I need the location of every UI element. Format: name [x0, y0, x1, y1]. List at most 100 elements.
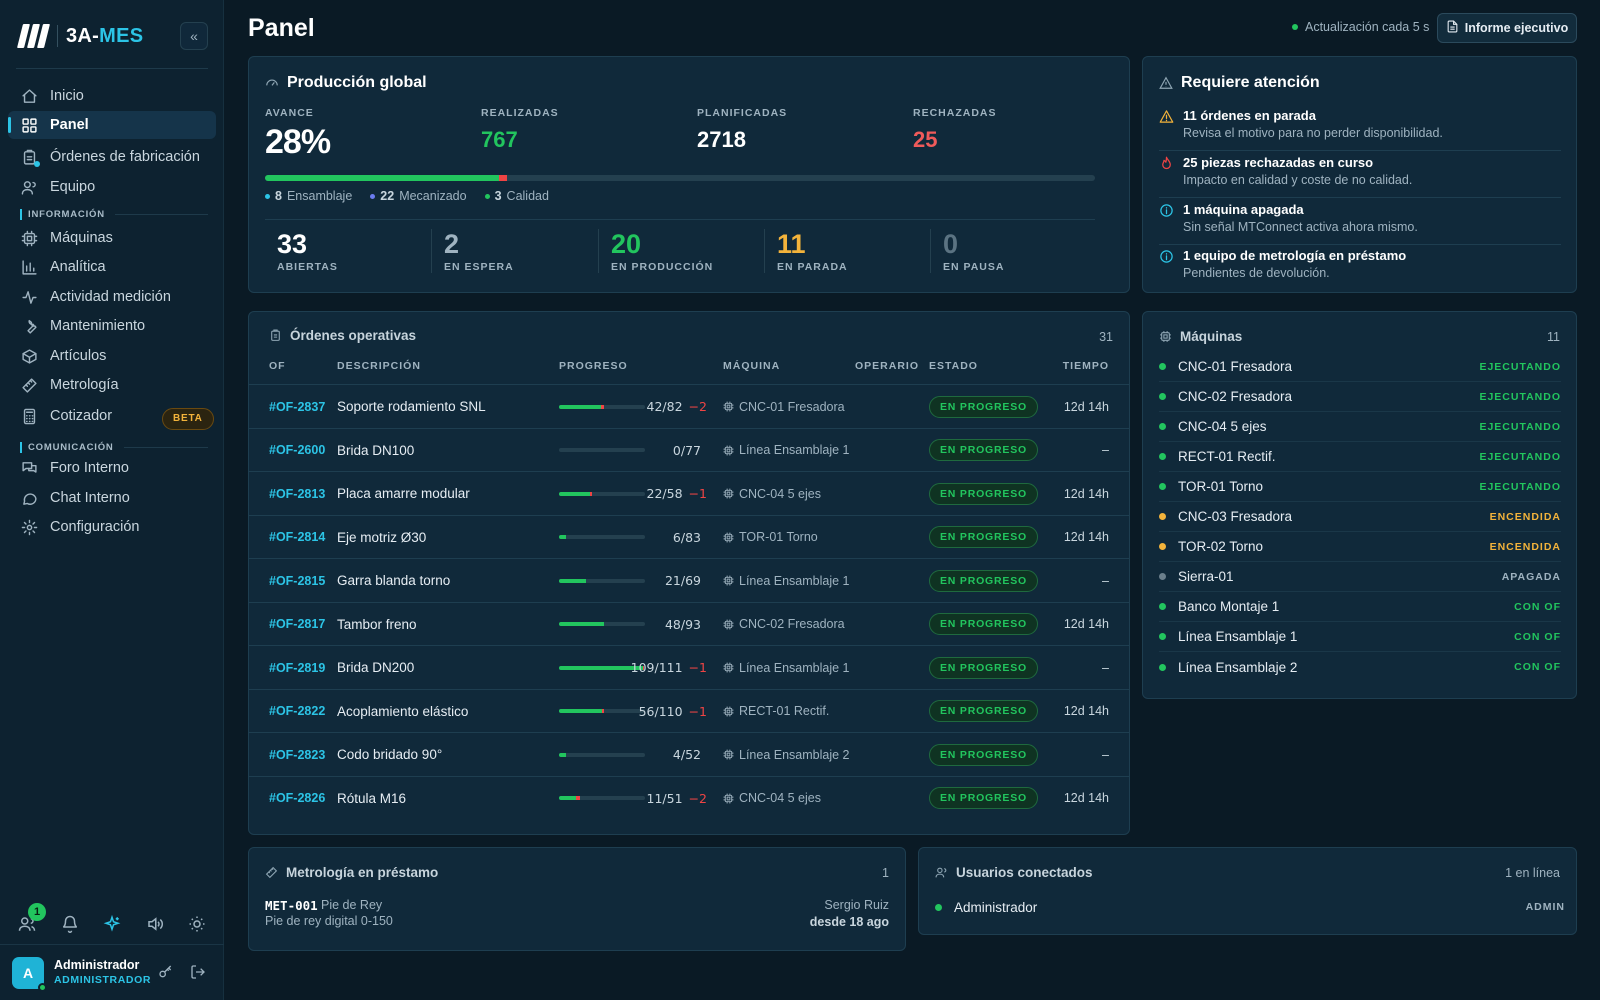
order-machine-name: Línea Ensamblaje 1: [739, 443, 850, 457]
sidebar-item-foro-interno[interactable]: Foro Interno: [8, 454, 216, 482]
attention-item[interactable]: 1 equipo de metrología en préstamo Pendie…: [1159, 247, 1561, 293]
machine-row[interactable]: CNC-03 Fresadora ENCENDIDA: [1159, 502, 1561, 532]
legend-count: 22: [380, 189, 395, 203]
app-logo[interactable]: 3A-MES: [17, 22, 143, 50]
stat-en-pausa[interactable]: 0 EN PAUSA: [930, 229, 1004, 273]
status-badge: EN PROGRESO: [929, 395, 1038, 418]
cpu-icon: [723, 488, 734, 499]
machine-row[interactable]: CNC-04 5 ejes EJECUTANDO: [1159, 412, 1561, 442]
col-operario[interactable]: OPERARIO: [855, 360, 920, 372]
users-title-text: Usuarios conectados: [956, 865, 1093, 880]
sparkles-icon[interactable]: [101, 913, 123, 935]
bell-icon[interactable]: [59, 913, 81, 935]
order-id[interactable]: #OF-2813: [269, 486, 326, 501]
logout-icon[interactable]: [190, 964, 206, 983]
online-users-icon[interactable]: 1: [16, 903, 46, 935]
sidebar-item-articulos[interactable]: Artículos: [8, 342, 216, 370]
order-description: Brida DN200: [337, 660, 415, 675]
sidebar-item-cotizador[interactable]: Cotizador BETA: [8, 402, 216, 430]
order-machine-name: RECT-01 Rectif.: [739, 704, 830, 718]
machine-row[interactable]: TOR-02 Torno ENCENDIDA: [1159, 532, 1561, 562]
order-quantity: 4/52: [623, 733, 701, 776]
chevrons-left-icon: «: [190, 28, 198, 44]
order-progress-done: [559, 491, 590, 496]
col-of[interactable]: OF: [269, 360, 286, 372]
machine-row[interactable]: Línea Ensamblaje 1 CON OF: [1159, 622, 1561, 652]
speaker-icon[interactable]: [144, 913, 166, 935]
table-row[interactable]: #OF-2815 Garra blanda torno 21/69 Línea …: [249, 558, 1129, 601]
attention-item[interactable]: 11 órdenes en parada Revisa el motivo par…: [1159, 107, 1561, 153]
stat-value: 33: [277, 229, 308, 259]
executive-report-button[interactable]: Informe ejecutivo: [1437, 13, 1577, 43]
current-user[interactable]: A Administrador ADMINISTRADOR: [12, 956, 212, 992]
table-row[interactable]: #OF-2819 Brida DN200 109/111 −1 Línea Ens…: [249, 645, 1129, 688]
collapse-sidebar-button[interactable]: «: [180, 22, 208, 50]
table-row[interactable]: #OF-2837 Soporte rodamiento SNL 42/82 −2 …: [249, 384, 1129, 427]
sidebar-item-equipo[interactable]: Equipo: [8, 173, 216, 201]
sidebar-item-actividad-medicion[interactable]: Actividad medición: [8, 283, 216, 311]
machine-row[interactable]: RECT-01 Rectif. EJECUTANDO: [1159, 442, 1561, 472]
sidebar-item-maquinas[interactable]: Máquinas: [8, 224, 216, 252]
machine-row[interactable]: Línea Ensamblaje 2 CON OF: [1159, 652, 1561, 682]
stat-en-parada[interactable]: 11 EN PARADA: [764, 229, 848, 273]
kpi-planificadas-value: 2718: [697, 127, 746, 152]
machine-status-dot: [1159, 363, 1166, 370]
kpi-realizadas-value: 767: [481, 127, 518, 152]
stat-en-espera[interactable]: 2 EN ESPERA: [431, 229, 514, 273]
status-badge: EN PROGRESO: [929, 482, 1038, 505]
col-tiempo[interactable]: TIEMPO: [1062, 360, 1109, 372]
machine-row[interactable]: Sierra-01 APAGADA: [1159, 562, 1561, 592]
table-row[interactable]: #OF-2813 Placa amarre modular 22/58 −1 CN…: [249, 471, 1129, 514]
status-badge: EN PROGRESO: [929, 526, 1038, 548]
sun-icon[interactable]: [186, 913, 208, 935]
sidebar-item-mantenimiento[interactable]: Mantenimiento: [8, 312, 216, 340]
order-id[interactable]: #OF-2837: [269, 399, 326, 414]
cpu-icon: [1159, 330, 1172, 343]
avatar: A: [12, 957, 47, 992]
order-id[interactable]: #OF-2823: [269, 747, 326, 762]
order-time: 12d 14h: [1063, 530, 1109, 544]
machine-row[interactable]: Banco Montaje 1 CON OF: [1159, 592, 1561, 622]
key-icon[interactable]: [158, 964, 174, 983]
order-id[interactable]: #OF-2819: [269, 660, 326, 675]
order-id[interactable]: #OF-2600: [269, 443, 326, 457]
machine-row[interactable]: TOR-01 Torno EJECUTANDO: [1159, 472, 1561, 502]
order-machine: CNC-01 Fresadora: [723, 385, 845, 428]
sidebar-item-inicio[interactable]: Inicio: [8, 82, 216, 110]
sidebar-item-ordenes-de-fabricacion[interactable]: Órdenes de fabricación: [8, 143, 216, 171]
metrology-item-code[interactable]: MET-001: [265, 898, 318, 913]
col-descripcion[interactable]: DESCRIPCIÓN: [337, 360, 421, 372]
order-machine-name: Línea Ensamblaje 1: [739, 660, 850, 675]
col-maquina[interactable]: MÁQUINA: [723, 360, 781, 372]
order-id[interactable]: #OF-2826: [269, 791, 326, 805]
stat-abiertas[interactable]: 33 ABIERTAS: [265, 229, 338, 273]
machine-row[interactable]: CNC-02 Fresadora EJECUTANDO: [1159, 382, 1561, 412]
order-id[interactable]: #OF-2822: [269, 704, 326, 718]
col-progreso[interactable]: PROGRESO: [559, 360, 628, 372]
connected-user-row[interactable]: Administrador ADMIN: [935, 896, 1565, 918]
table-row[interactable]: #OF-2822 Acoplamiento elástico 56/110 −1 …: [249, 688, 1129, 732]
table-row[interactable]: #OF-2826 Rótula M16 11/51 −2 CNC-04 5 eje…: [249, 775, 1129, 819]
sidebar-item-analitica[interactable]: Analítica: [8, 253, 216, 281]
col-estado[interactable]: ESTADO: [929, 360, 978, 372]
sidebar-item-metrologia[interactable]: Metrología: [8, 371, 216, 399]
machine-row[interactable]: CNC-01 Fresadora EJECUTANDO: [1159, 352, 1561, 382]
table-row[interactable]: #OF-2817 Tambor freno 48/93 CNC-02 Fresa…: [249, 601, 1129, 645]
machine-name: Sierra-01: [1178, 569, 1234, 584]
order-progress-rejected: [643, 665, 645, 670]
table-row[interactable]: #OF-2600 Brida DN100 0/77 Línea Ensambla…: [249, 427, 1129, 471]
sidebar-item-chat-interno[interactable]: Chat Interno: [8, 484, 216, 512]
table-row[interactable]: #OF-2814 Eje motriz Ø30 6/83 TOR-01 Torn…: [249, 514, 1129, 558]
sidebar-item-panel[interactable]: Panel: [8, 111, 216, 139]
order-id[interactable]: #OF-2815: [269, 573, 326, 588]
sidebar-item-configuracion[interactable]: Configuración: [8, 513, 216, 541]
attention-item[interactable]: 25 piezas rechazadas en curso Impacto en …: [1159, 154, 1561, 200]
order-id[interactable]: #OF-2814: [269, 530, 326, 544]
orders-title-text: Órdenes operativas: [290, 328, 417, 343]
stat-en-producción[interactable]: 20 EN PRODUCCIÓN: [598, 229, 713, 273]
attention-item[interactable]: 1 máquina apagada Sin señal MTConnect act…: [1159, 201, 1561, 247]
order-id[interactable]: #OF-2817: [269, 617, 326, 631]
order-qty-text: 0/77: [672, 442, 701, 458]
legend-label: Ensamblaje: [286, 189, 353, 203]
table-row[interactable]: #OF-2823 Codo bridado 90° 4/52 Línea Ens…: [249, 732, 1129, 775]
